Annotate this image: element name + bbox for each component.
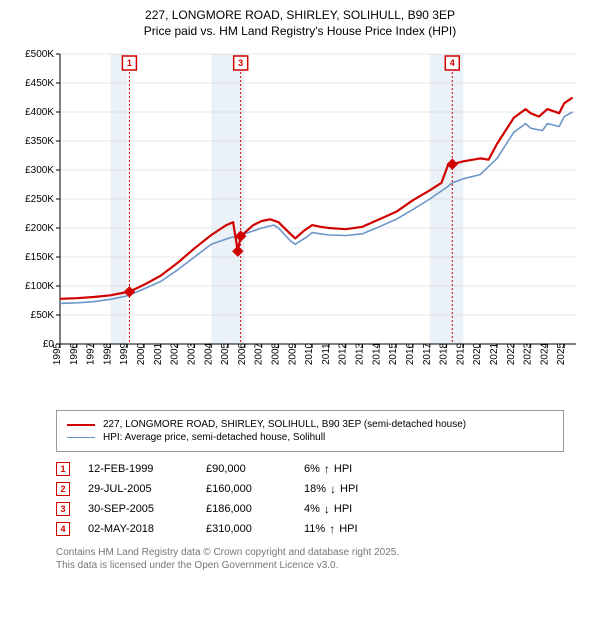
y-tick-label: £50K [31,310,55,321]
row-price: £90,000 [206,463,286,475]
legend-swatch [67,424,95,426]
y-tick-label: £150K [25,252,54,263]
chart-title-line2: Price paid vs. HM Land Registry's House … [16,24,584,38]
row-pct: 6%↑HPI [304,462,414,476]
chart-container: 227, LONGMORE ROAD, SHIRLEY, SOLIHULL, B… [0,0,600,588]
x-tick-label: 1996 [69,342,80,365]
y-tick-label: £400K [25,107,54,118]
x-tick-label: 2016 [405,342,416,365]
x-tick-label: 2020 [472,342,483,365]
series-hpi [60,112,573,303]
row-marker: 1 [56,462,70,476]
row-price: £186,000 [206,503,286,515]
x-tick-label: 2007 [254,342,265,365]
x-tick-label: 1999 [119,342,130,365]
footer-line1: Contains HM Land Registry data © Crown c… [56,546,564,559]
marker-label: 4 [450,58,455,68]
row-date: 29-JUL-2005 [88,483,188,495]
x-tick-label: 2012 [338,342,349,365]
row-date: 12-FEB-1999 [88,463,188,475]
x-tick-label: 1998 [102,342,113,365]
x-tick-label: 2006 [237,342,248,365]
arrow-down-icon: ↓ [330,482,336,496]
series-price_paid [60,98,573,299]
sales-table: 1 12-FEB-1999 £90,000 6%↑HPI 2 29-JUL-2005 £16… [56,462,564,536]
y-tick-label: £450K [25,78,54,89]
row-price: £310,000 [206,523,286,535]
arrow-down-icon: ↓ [324,502,330,516]
x-tick-label: 2014 [371,342,382,365]
marker-label: 3 [238,58,243,68]
x-tick-label: 2017 [422,342,433,365]
row-price: £160,000 [206,483,286,495]
x-tick-label: 2000 [136,342,147,365]
x-tick-label: 1997 [86,342,97,365]
y-tick-label: £300K [25,165,54,176]
x-tick-label: 2002 [170,342,181,365]
x-tick-label: 1995 [52,342,63,365]
x-tick-label: 2010 [304,342,315,365]
legend-row: HPI: Average price, semi-detached house,… [67,432,553,443]
x-tick-label: 2008 [271,342,282,365]
x-tick-label: 2022 [506,342,517,365]
legend-label: 227, LONGMORE ROAD, SHIRLEY, SOLIHULL, B… [103,419,466,430]
y-tick-label: £350K [25,136,54,147]
legend-label: HPI: Average price, semi-detached house,… [103,432,325,443]
x-tick-label: 2015 [388,342,399,365]
table-row: 4 02-MAY-2018 £310,000 11%↑HPI [56,522,564,536]
table-row: 1 12-FEB-1999 £90,000 6%↑HPI [56,462,564,476]
legend-row: 227, LONGMORE ROAD, SHIRLEY, SOLIHULL, B… [67,419,553,430]
x-tick-label: 2013 [355,342,366,365]
row-date: 30-SEP-2005 [88,503,188,515]
chart-svg: £0£50K£100K£150K£200K£250K£300K£350K£400… [16,46,584,396]
y-tick-label: £250K [25,194,54,205]
table-row: 2 29-JUL-2005 £160,000 18%↓HPI [56,482,564,496]
x-tick-label: 2001 [153,342,164,365]
y-tick-label: £500K [25,49,54,60]
row-marker: 2 [56,482,70,496]
x-tick-label: 2023 [523,342,534,365]
footer-attribution: Contains HM Land Registry data © Crown c… [56,546,564,572]
chart-title-line1: 227, LONGMORE ROAD, SHIRLEY, SOLIHULL, B… [16,8,584,22]
row-pct: 4%↓HPI [304,502,414,516]
x-tick-label: 2009 [287,342,298,365]
row-pct: 18%↓HPI [304,482,414,496]
chart-plot: £0£50K£100K£150K£200K£250K£300K£350K£400… [16,46,584,396]
x-tick-label: 2005 [220,342,231,365]
legend-swatch [67,437,95,438]
x-tick-label: 2021 [489,342,500,365]
x-tick-label: 2025 [556,342,567,365]
table-row: 3 30-SEP-2005 £186,000 4%↓HPI [56,502,564,516]
arrow-up-icon: ↑ [324,462,330,476]
x-tick-label: 2003 [186,342,197,365]
row-marker: 4 [56,522,70,536]
row-marker: 3 [56,502,70,516]
x-tick-label: 2024 [539,342,550,365]
row-pct: 11%↑HPI [304,522,414,536]
x-tick-label: 2011 [321,343,332,365]
y-tick-label: £200K [25,223,54,234]
x-tick-label: 2018 [439,342,450,365]
legend: 227, LONGMORE ROAD, SHIRLEY, SOLIHULL, B… [56,410,564,452]
footer-line2: This data is licensed under the Open Gov… [56,559,564,572]
row-date: 02-MAY-2018 [88,523,188,535]
y-tick-label: £100K [25,281,54,292]
x-tick-label: 2019 [455,342,466,365]
x-tick-label: 2004 [203,342,214,365]
marker-label: 1 [127,58,132,68]
arrow-up-icon: ↑ [329,522,335,536]
